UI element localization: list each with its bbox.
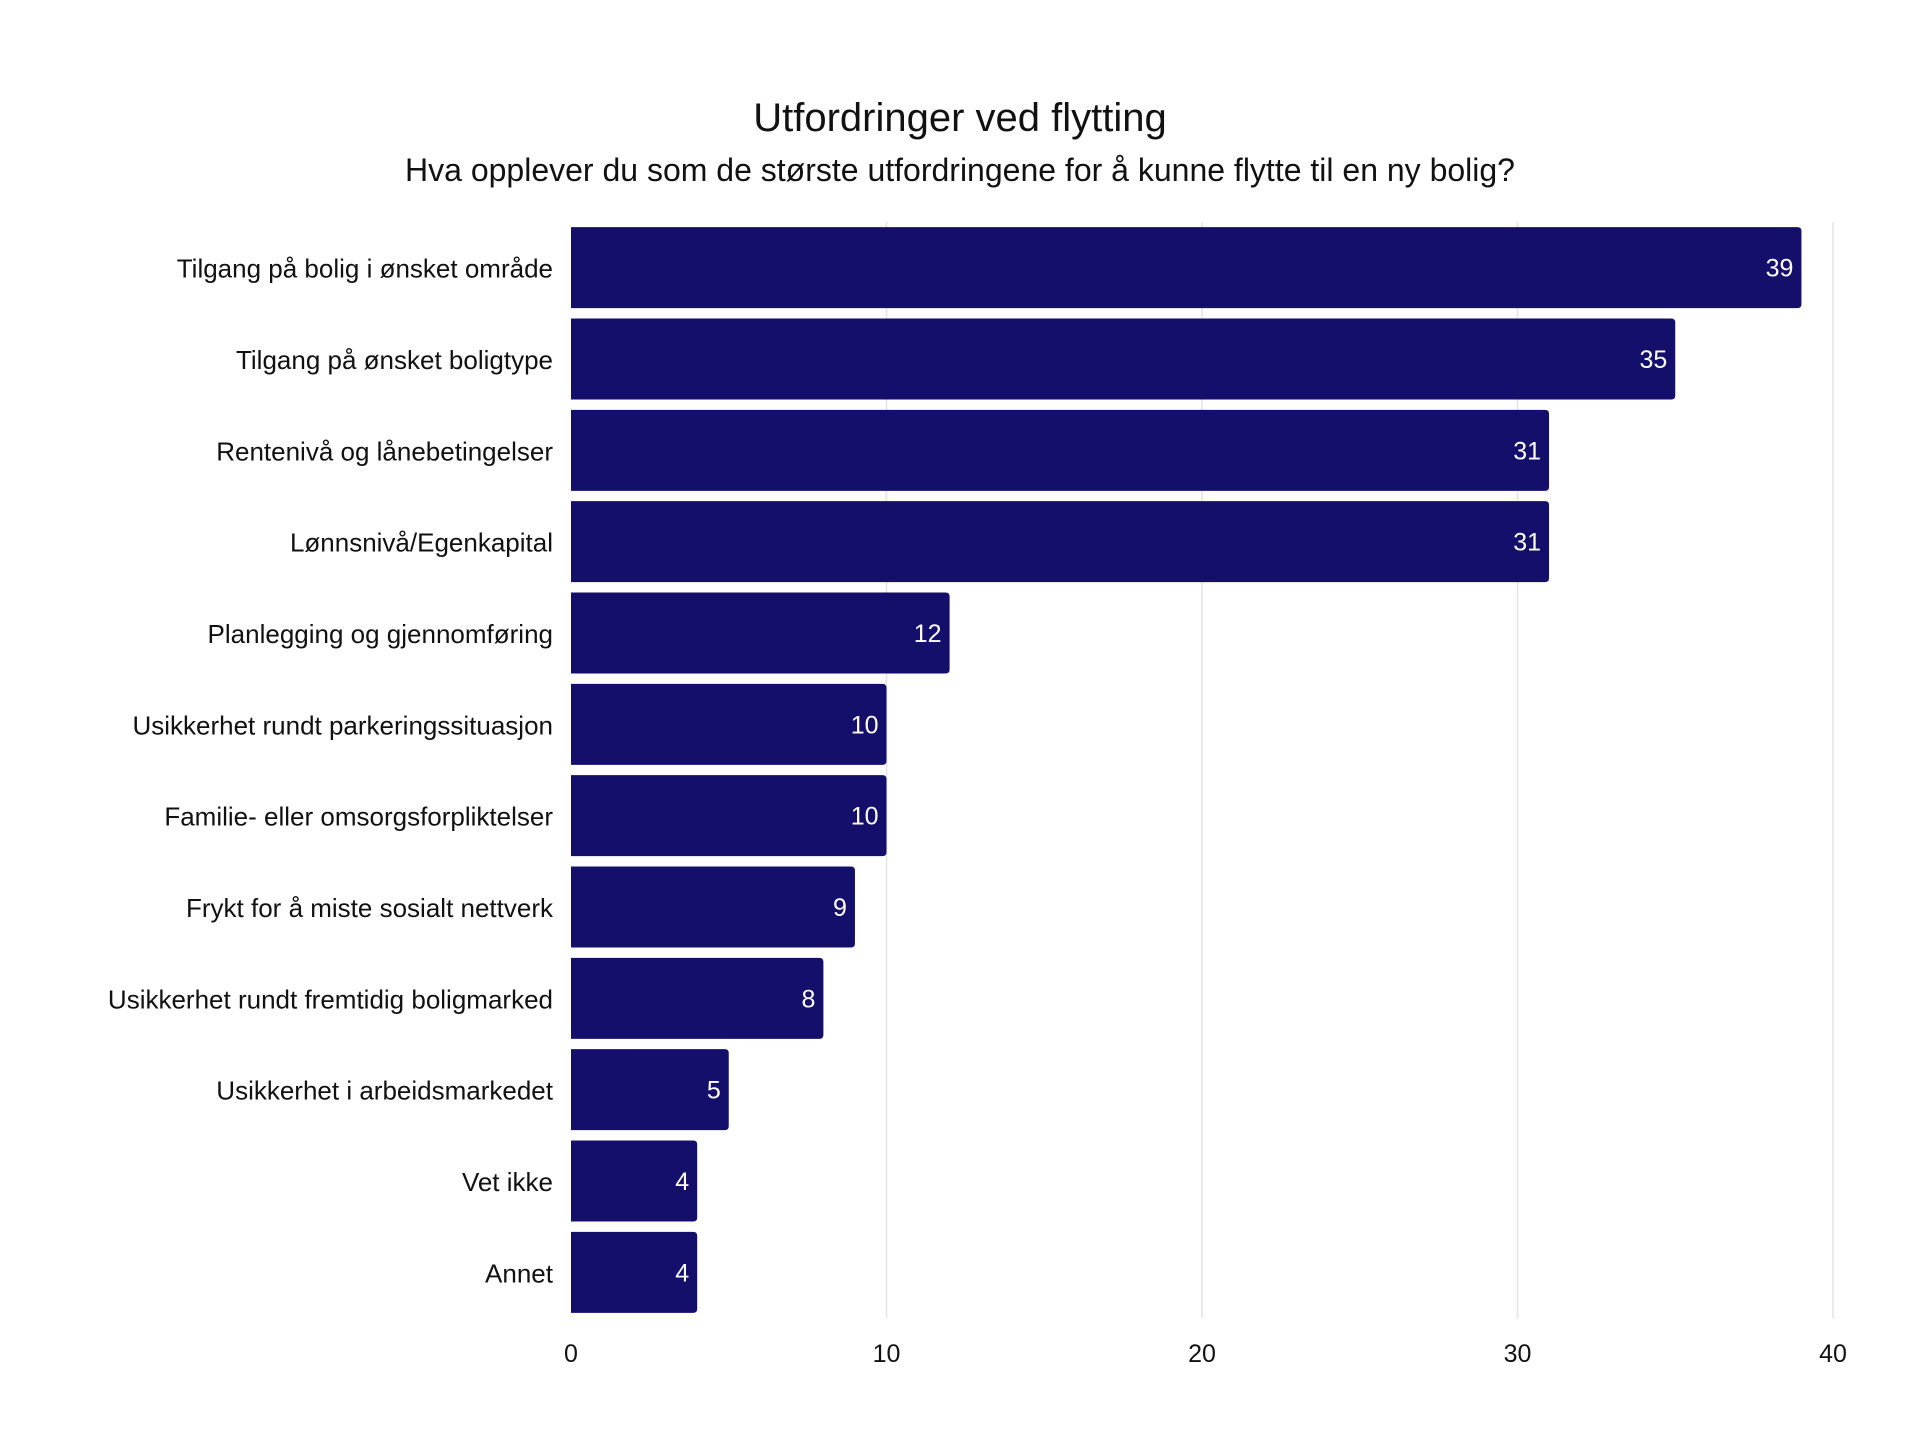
bar <box>571 501 1550 583</box>
category-label: Annet <box>485 1258 554 1288</box>
category-label: Frykt for å miste sosialt nettverk <box>186 893 554 923</box>
x-tick-label: 10 <box>873 1340 901 1368</box>
category-label: Tilgang på ønsket boligtype <box>236 345 553 375</box>
bar <box>571 592 950 674</box>
category-labels: 39 Tilgang på bolig i ønsket område 35 Tilg… <box>108 254 1794 1289</box>
bar <box>571 409 1550 491</box>
chart-subtitle: Hva opplever du som de største utfordrin… <box>405 152 1515 188</box>
category-label: Usikkerhet i arbeidsmarkedet <box>216 1076 553 1106</box>
bar <box>571 957 824 1039</box>
bar <box>571 1231 698 1313</box>
category-label: Usikkerhet rundt fremtidig boligmarked <box>108 984 553 1014</box>
bar <box>571 683 887 765</box>
bar-value-label: 4 <box>675 1168 689 1196</box>
category-label: Vet ikke <box>462 1167 553 1197</box>
category-label: Familie- eller omsorgsforpliktelser <box>164 802 553 832</box>
bar <box>571 866 855 948</box>
bar-value-label: 10 <box>851 803 879 831</box>
category-label: Planlegging og gjennomføring <box>208 619 553 649</box>
bar-value-label: 12 <box>914 620 942 648</box>
grid-lines <box>885 222 1834 1318</box>
x-tick-label: 20 <box>1188 1340 1216 1368</box>
bars <box>571 227 1802 1313</box>
bar <box>571 1049 729 1131</box>
bar-value-label: 31 <box>1513 437 1541 465</box>
bar-value-label: 4 <box>675 1259 689 1287</box>
bar-value-label: 31 <box>1513 529 1541 557</box>
category-label: Usikkerhet rundt parkeringssituasjon <box>132 710 553 740</box>
bar-value-label: 35 <box>1639 346 1667 374</box>
bar-value-label: 9 <box>833 894 847 922</box>
bar <box>571 775 887 857</box>
bar <box>571 1140 698 1222</box>
x-tick-label: 40 <box>1819 1340 1847 1368</box>
category-label: Lønnsnivå/Egenkapital <box>290 528 553 558</box>
chart-title: Utfordringer ved flytting <box>753 96 1167 140</box>
category-label: Tilgang på bolig i ønsket område <box>177 254 553 284</box>
x-tick-label: 0 <box>564 1340 578 1368</box>
bar <box>571 318 1676 400</box>
bar <box>571 227 1802 309</box>
x-tick-label: 30 <box>1504 1340 1532 1368</box>
bar-value-label: 5 <box>707 1077 721 1105</box>
bar-value-label: 39 <box>1766 255 1794 283</box>
bar-value-label: 10 <box>851 711 879 739</box>
bar-value-label: 8 <box>801 985 815 1013</box>
category-label: Rentenivå og lånebetingelser <box>216 436 553 466</box>
x-axis-ticks: 0 10 20 30 40 <box>564 1340 1847 1368</box>
